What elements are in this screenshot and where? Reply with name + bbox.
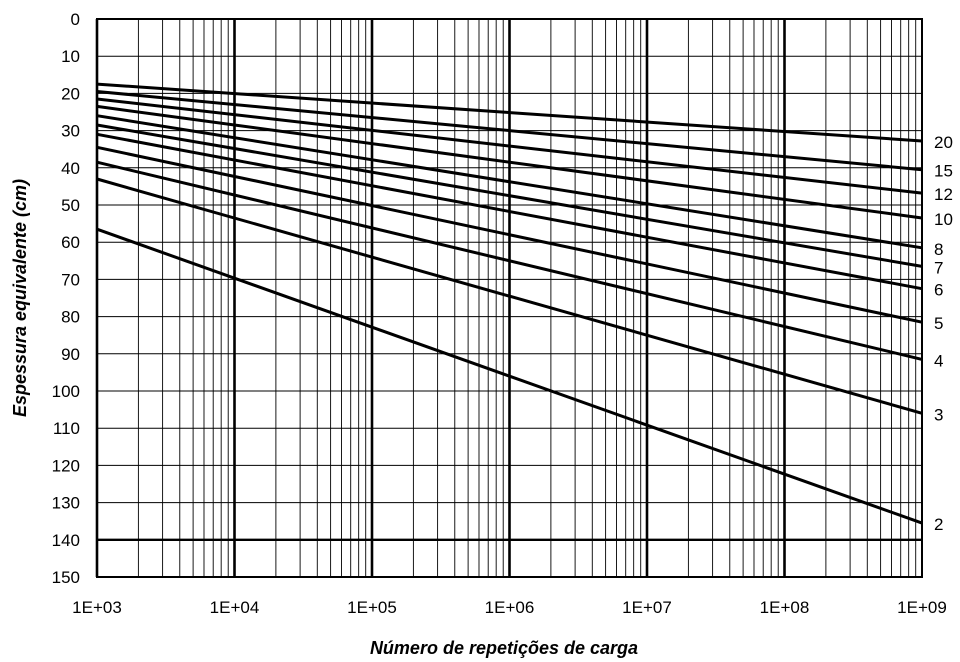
y-tick-label: 140: [52, 531, 80, 550]
series-line-5: [96, 145, 923, 324]
y-tick-label: 110: [53, 419, 80, 438]
y-tick-label: 10: [61, 47, 80, 66]
x-tick-label: 1E+08: [760, 598, 810, 617]
y-tick-label: 90: [61, 345, 80, 364]
series-line-20: [96, 82, 923, 143]
series-layer: [96, 82, 923, 525]
x-axis-title: Número de repetições de carga: [370, 638, 638, 658]
x-tick-label: 1E+04: [210, 598, 260, 617]
y-tick-label: 40: [61, 159, 80, 178]
series-labels: 20 15 12 10 87 6 5 4 3 2: [934, 133, 953, 534]
series-label-3: 3: [934, 405, 943, 424]
series-label-15: 15: [934, 162, 953, 181]
y-tick-labels: 0 10 20 30 40 50 60 70 80 90 100 110 120 130 140 150: [52, 10, 80, 587]
series-label-8: 8: [934, 240, 943, 259]
series-line-6: [96, 132, 923, 291]
series-line-2: [96, 227, 923, 525]
x-tick-label: 1E+05: [347, 598, 397, 617]
series-line-8: [96, 114, 923, 250]
x-tick-label: 1E+09: [897, 598, 947, 617]
y-tick-label: 150: [52, 568, 80, 587]
series-label-7: 7: [934, 258, 943, 277]
y-tick-label: 80: [61, 308, 80, 327]
y-tick-label: 120: [52, 456, 80, 475]
y-tick-label: 50: [61, 196, 80, 215]
y-tick-label: 20: [61, 84, 80, 103]
y-tick-label: 100: [52, 382, 80, 401]
x-tick-labels: 1E+03 1E+04 1E+05 1E+06 1E+07 1E+08 1E+09: [72, 598, 947, 617]
series-line-4: [96, 160, 923, 361]
series-line-12: [96, 97, 923, 195]
x-tick-label: 1E+07: [622, 598, 672, 617]
x-tick-label: 1E+06: [485, 598, 535, 617]
series-label-10: 10: [934, 210, 953, 229]
plot-frame: [96, 18, 923, 578]
y-tick-label: 130: [52, 494, 80, 513]
y-tick-label: 0: [71, 10, 80, 29]
x-tick-label: 1E+03: [72, 598, 122, 617]
series-line-10: [96, 104, 923, 220]
series-label-2: 2: [934, 515, 943, 534]
series-label-12: 12: [934, 185, 953, 204]
y-tick-label: 30: [61, 122, 80, 141]
series-label-4: 4: [934, 351, 943, 370]
series-line-15: [96, 90, 923, 172]
series-label-6: 6: [934, 281, 943, 300]
series-line-7: [96, 123, 923, 268]
series-label-5: 5: [934, 314, 943, 333]
series-label-20: 20: [934, 133, 953, 152]
y-axis-title: Espessura equivalente (cm): [10, 179, 30, 417]
y-tick-label: 60: [61, 233, 80, 252]
series-line-3: [96, 177, 923, 415]
y-tick-label: 70: [61, 270, 80, 289]
